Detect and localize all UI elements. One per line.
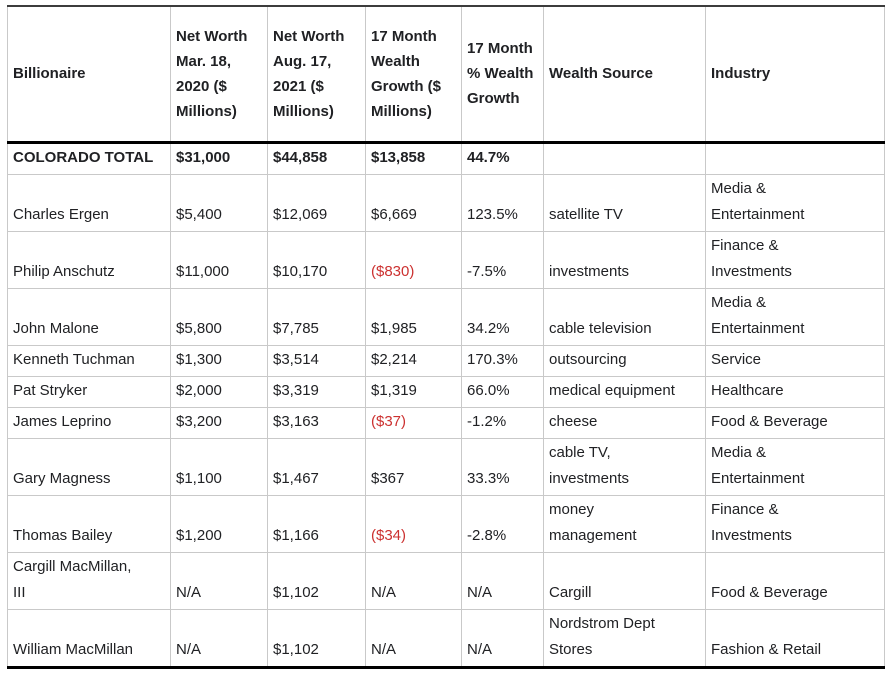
cell-name: Gary Magness: [7, 437, 171, 496]
column-header-wealth-growth: 17 Month Wealth Growth ($ Millions): [365, 5, 462, 144]
cell-wealth-growth: N/A: [365, 608, 462, 668]
cell-networth-2021: $44,858: [267, 141, 366, 175]
billionaires-wealth-table: Billionaire Net Worth Mar. 18, 2020 ($ M…: [7, 5, 885, 669]
cell-networth-2021: $12,069: [267, 173, 366, 232]
table-row: Pat Stryker $2,000 $3,319 $1,319 66.0% m…: [7, 375, 885, 408]
cell-wealth-growth: $6,669: [365, 173, 462, 232]
cell-industry: Food & Beverage: [705, 406, 885, 439]
cell-wealth-growth-pct: 34.2%: [461, 287, 544, 346]
cell-name: COLORADO TOTAL: [7, 141, 171, 175]
cell-wealth-source: medical equipment: [543, 375, 706, 408]
cell-name: Philip Anschutz: [7, 230, 171, 289]
cell-name: Pat Stryker: [7, 375, 171, 408]
table-row: James Leprino $3,200 $3,163 ($37) -1.2% …: [7, 406, 885, 439]
table-row: William MacMillan N/A $1,102 N/A N/A Nor…: [7, 608, 885, 668]
cell-networth-2021: $1,102: [267, 608, 366, 668]
cell-industry: Finance & Investments: [705, 230, 885, 289]
header-row: Billionaire Net Worth Mar. 18, 2020 ($ M…: [7, 5, 885, 144]
cell-wealth-source: Nordstrom Dept Stores: [543, 608, 706, 668]
cell-wealth-growth-pct: N/A: [461, 551, 544, 610]
cell-wealth-source: investments: [543, 230, 706, 289]
table-row: Charles Ergen $5,400 $12,069 $6,669 123.…: [7, 173, 885, 232]
cell-networth-2020: $2,000: [170, 375, 268, 408]
cell-name: Kenneth Tuchman: [7, 344, 171, 377]
cell-wealth-source: satellite TV: [543, 173, 706, 232]
table-row: Philip Anschutz $11,000 $10,170 ($830) -…: [7, 230, 885, 289]
cell-wealth-growth-pct: 44.7%: [461, 141, 544, 175]
column-header-billionaire: Billionaire: [7, 5, 171, 144]
cell-networth-2021: $3,163: [267, 406, 366, 439]
cell-wealth-source: [543, 141, 706, 175]
cell-wealth-source: money management: [543, 494, 706, 553]
cell-name: Charles Ergen: [7, 173, 171, 232]
cell-networth-2020: $1,200: [170, 494, 268, 553]
cell-wealth-growth: ($37): [365, 406, 462, 439]
cell-networth-2020: N/A: [170, 608, 268, 668]
cell-networth-2021: $10,170: [267, 230, 366, 289]
cell-name: James Leprino: [7, 406, 171, 439]
cell-industry: Food & Beverage: [705, 551, 885, 610]
cell-industry: [705, 141, 885, 175]
cell-wealth-growth: $2,214: [365, 344, 462, 377]
table-row: Kenneth Tuchman $1,300 $3,514 $2,214 170…: [7, 344, 885, 377]
cell-wealth-growth-pct: 66.0%: [461, 375, 544, 408]
cell-networth-2020: $11,000: [170, 230, 268, 289]
cell-wealth-growth: ($830): [365, 230, 462, 289]
column-header-wealth-growth-pct: 17 Month % Wealth Growth: [461, 5, 544, 144]
cell-wealth-growth: $367: [365, 437, 462, 496]
cell-wealth-growth-pct: 33.3%: [461, 437, 544, 496]
cell-wealth-growth-pct: N/A: [461, 608, 544, 668]
cell-networth-2020: $3,200: [170, 406, 268, 439]
cell-wealth-growth: ($34): [365, 494, 462, 553]
cell-networth-2020: N/A: [170, 551, 268, 610]
cell-industry: Healthcare: [705, 375, 885, 408]
cell-name: William MacMillan: [7, 608, 171, 668]
cell-wealth-source: cheese: [543, 406, 706, 439]
cell-wealth-source: outsourcing: [543, 344, 706, 377]
cell-wealth-growth: N/A: [365, 551, 462, 610]
column-header-networth-2021: Net Worth Aug. 17, 2021 ($ Millions): [267, 5, 366, 144]
cell-wealth-growth: $13,858: [365, 141, 462, 175]
table-row: Cargill MacMillan, III N/A $1,102 N/A N/…: [7, 551, 885, 610]
cell-wealth-growth-pct: -2.8%: [461, 494, 544, 553]
cell-wealth-growth: $1,985: [365, 287, 462, 346]
cell-networth-2020: $31,000: [170, 141, 268, 175]
cell-networth-2020: $1,100: [170, 437, 268, 496]
cell-networth-2021: $1,467: [267, 437, 366, 496]
cell-wealth-growth-pct: 123.5%: [461, 173, 544, 232]
table-row: John Malone $5,800 $7,785 $1,985 34.2% c…: [7, 287, 885, 346]
table-row: Gary Magness $1,100 $1,467 $367 33.3% ca…: [7, 437, 885, 496]
cell-wealth-growth-pct: 170.3%: [461, 344, 544, 377]
cell-networth-2020: $5,800: [170, 287, 268, 346]
cell-industry: Media & Entertainment: [705, 173, 885, 232]
column-header-wealth-source: Wealth Source: [543, 5, 706, 144]
cell-name: John Malone: [7, 287, 171, 346]
column-header-networth-2020: Net Worth Mar. 18, 2020 ($ Millions): [170, 5, 268, 144]
column-header-industry: Industry: [705, 5, 885, 144]
cell-networth-2021: $3,514: [267, 344, 366, 377]
cell-networth-2021: $1,102: [267, 551, 366, 610]
cell-name: Cargill MacMillan, III: [7, 551, 171, 610]
cell-wealth-growth: $1,319: [365, 375, 462, 408]
cell-wealth-growth-pct: -1.2%: [461, 406, 544, 439]
cell-industry: Media & Entertainment: [705, 287, 885, 346]
cell-industry: Media & Entertainment: [705, 437, 885, 496]
cell-networth-2020: $1,300: [170, 344, 268, 377]
table-row: Thomas Bailey $1,200 $1,166 ($34) -2.8% …: [7, 494, 885, 553]
cell-networth-2020: $5,400: [170, 173, 268, 232]
cell-wealth-source: cable television: [543, 287, 706, 346]
cell-networth-2021: $3,319: [267, 375, 366, 408]
cell-industry: Fashion & Retail: [705, 608, 885, 668]
cell-name: Thomas Bailey: [7, 494, 171, 553]
cell-networth-2021: $1,166: [267, 494, 366, 553]
total-row: COLORADO TOTAL $31,000 $44,858 $13,858 4…: [7, 141, 885, 175]
cell-networth-2021: $7,785: [267, 287, 366, 346]
cell-wealth-growth-pct: -7.5%: [461, 230, 544, 289]
cell-wealth-source: Cargill: [543, 551, 706, 610]
cell-industry: Finance & Investments: [705, 494, 885, 553]
cell-wealth-source: cable TV, investments: [543, 437, 706, 496]
cell-industry: Service: [705, 344, 885, 377]
